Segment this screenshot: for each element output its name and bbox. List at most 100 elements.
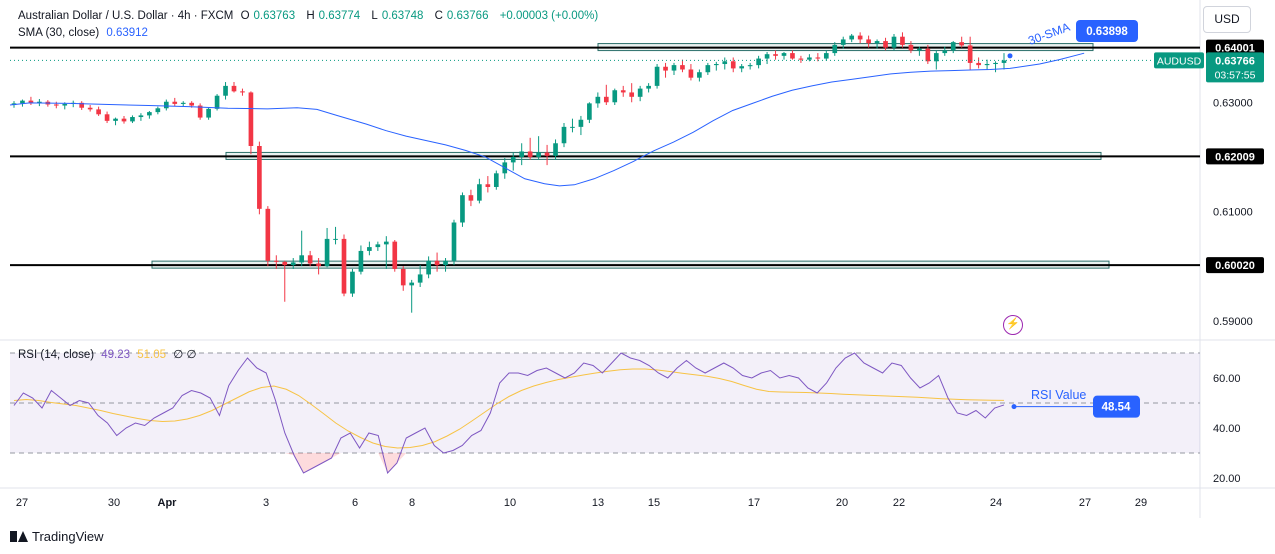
candle [798,55,804,63]
candle [959,36,965,48]
sma-value-label: 0.63898 [1076,20,1138,42]
rsi-value: 49.23 [101,349,131,361]
lightning-icon[interactable]: ⚡ [1003,315,1023,335]
candle [316,258,321,275]
candle-body [857,35,863,40]
candle-body [350,271,355,294]
candle-body [214,95,220,109]
branding-text: TradingView [32,529,104,544]
candle-body [747,65,753,67]
candle [147,111,152,119]
symbol-badge-text: AUDUSD [1157,55,1202,67]
candle [493,170,499,190]
candle [629,83,635,103]
candle [781,51,787,60]
tradingview-logo[interactable]: TradingView [10,529,104,544]
candle-body [189,102,195,106]
candle-body [536,152,541,157]
rsi-tick-label: 60.00 [1213,373,1241,385]
rsi-label: RSI (14, close) [18,349,95,361]
candle-body [832,44,838,54]
rsi-value-label-text: 48.54 [1102,402,1131,414]
candle [324,227,330,268]
candle [637,85,643,102]
candle [967,36,973,70]
currency-button[interactable]: USD [1203,6,1251,33]
sma-legend[interactable]: SMA (30, close) 0.63912 [18,27,152,39]
sma-value-label-bg [1076,20,1138,42]
candle-body [697,72,702,78]
candle [96,106,101,116]
candle-body [587,103,592,120]
candle-body [206,108,211,118]
rsi-oversold-fill [284,453,407,473]
candle [747,62,753,70]
candle-body [993,62,998,65]
candle [612,88,618,106]
candle-body [265,208,271,261]
candle [570,118,575,133]
countdown-text: 03:57:55 [1215,69,1256,81]
rsi-extra: ∅ ∅ [173,349,197,361]
sma-label: SMA (30, close) [18,27,100,39]
last-price-badge: 0.63766 03:57:55 [1206,52,1264,83]
candle-body [730,61,736,69]
candle-body [477,184,482,201]
candle-body [680,65,685,70]
candle-body [646,85,651,89]
candle-body [197,105,203,118]
candle-body [713,64,719,66]
candle [400,266,406,291]
candle [739,64,745,73]
ohlc-low: L 0.63748 [371,10,424,22]
candle-body [333,238,338,240]
time-axis-label: 30 [108,497,120,509]
candle-body [113,118,118,121]
candle [197,103,203,120]
candle-body [866,39,871,44]
candle-body [79,102,85,108]
candle-body [443,260,448,266]
candle-body [925,48,931,62]
candle [350,268,355,297]
candle [519,143,525,166]
rsi-ma-value: 51.05 [137,349,167,361]
ohlc-high: H 0.63774 [306,10,361,22]
candle-body [773,54,778,56]
sma-line [9,52,1085,187]
candle-body [341,238,347,294]
candle-body [468,195,474,201]
candle [697,69,702,82]
price-change: +0.00003 (+0.00%) [499,10,599,22]
candle-body [840,39,846,45]
candle [544,144,550,166]
rsi-legend[interactable]: RSI (14, close) 49.23 51.05 ∅ ∅ [18,347,200,361]
candle-body [130,117,135,122]
candle-body [527,151,533,157]
candle-body [392,241,398,269]
candle [832,42,838,56]
candle [646,83,651,93]
candle-body [223,85,228,96]
candle [138,113,144,121]
sma-value: 0.63912 [106,27,148,39]
candle [282,260,288,302]
candle-body [155,108,161,113]
candle [113,117,118,126]
ohlc-open: O 0.63763 [240,10,296,22]
candle [917,46,922,56]
candle-body [959,42,965,46]
symbol-badge-bg [1154,52,1204,69]
candle-body [163,101,169,109]
candle [883,37,888,51]
candle [603,84,609,106]
candle-body [121,118,127,122]
level-0-60020-axis-label: 0.60020 [1206,257,1264,274]
candle-body [764,54,770,59]
candle [273,255,279,269]
candle-body [654,66,660,86]
candle-body [637,88,643,97]
candle [773,50,778,60]
candle [688,64,694,81]
